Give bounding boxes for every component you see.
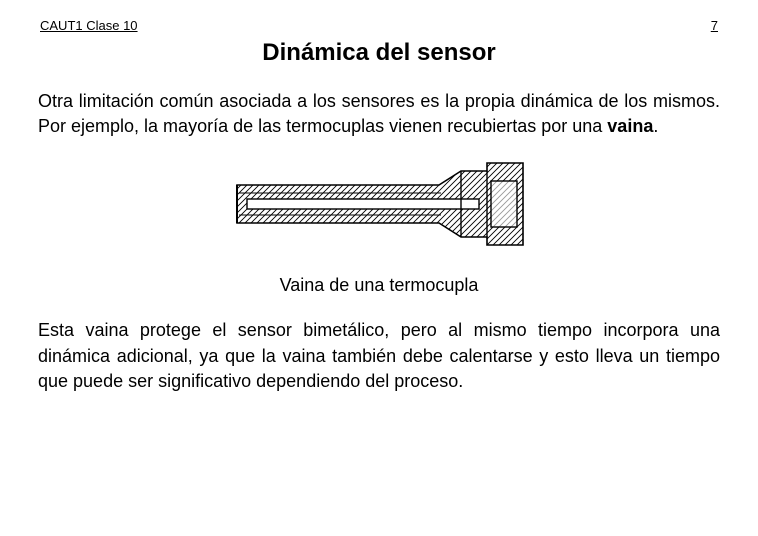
para1-text-b: . [653,116,658,136]
header-left: CAUT1 Clase 10 [40,18,138,33]
figure-container [38,155,720,253]
page-header: CAUT1 Clase 10 7 [38,18,720,33]
thermowell-diagram [229,155,529,253]
paragraph-1: Otra limitación común asociada a los sen… [38,89,720,139]
page-title: Dinámica del sensor [38,39,720,67]
figure-caption: Vaina de una termocupla [38,275,720,296]
document-page: CAUT1 Clase 10 7 Dinámica del sensor Otr… [0,0,758,430]
header-page-number: 7 [711,18,718,33]
para1-bold: vaina [607,116,653,136]
paragraph-2: Esta vaina protege el sensor bimetálico,… [38,318,720,394]
